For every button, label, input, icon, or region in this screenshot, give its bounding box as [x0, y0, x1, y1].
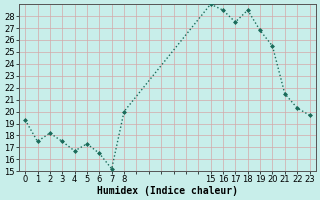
X-axis label: Humidex (Indice chaleur): Humidex (Indice chaleur) [97, 186, 238, 196]
